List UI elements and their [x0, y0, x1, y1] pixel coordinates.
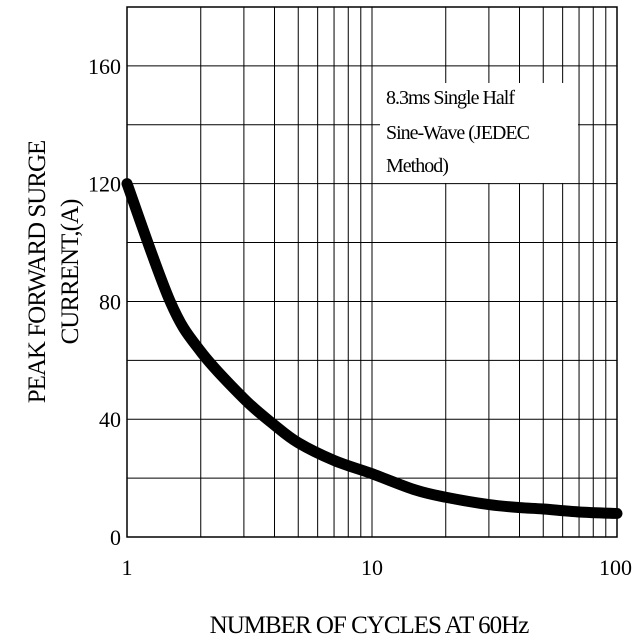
- x-tick-label: 1: [122, 555, 133, 580]
- x-tick-labels: 1 10 100: [122, 555, 633, 580]
- x-tick-label: 100: [599, 555, 632, 580]
- x-axis-title: NUMBER OF CYCLES AT 60Hz: [210, 612, 530, 639]
- y-tick-label: 0: [110, 525, 121, 550]
- y-axis-title-line-2: CURRENT,(A): [57, 199, 84, 344]
- annotation-line-1: 8.3ms Single Half: [386, 87, 515, 109]
- x-tick-label: 10: [361, 555, 383, 580]
- y-tick-labels: 0 40 80 120 160: [88, 54, 121, 550]
- annotation-line-2: Sine-Wave (JEDEC: [386, 122, 530, 144]
- y-tick-label: 120: [88, 172, 121, 197]
- annotation-line-3: Method): [386, 155, 448, 177]
- y-tick-label: 160: [88, 54, 121, 79]
- y-tick-label: 80: [99, 289, 121, 314]
- y-tick-label: 40: [99, 407, 121, 432]
- surge-current-curve: [121, 178, 623, 519]
- annotation-box: 8.3ms Single Half Sine-Wave (JEDEC Metho…: [380, 83, 578, 183]
- y-axis-title-line-1: PEAK FORWARD SURGE: [24, 140, 51, 403]
- plot-frame: [126, 6, 618, 538]
